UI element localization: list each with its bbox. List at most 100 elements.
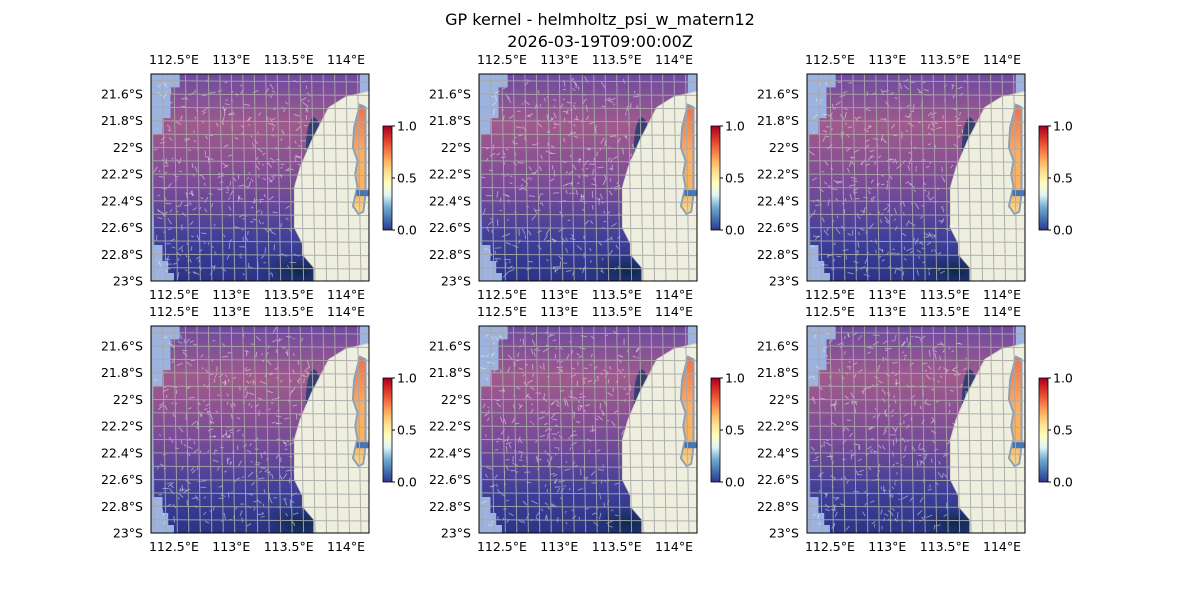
x-tick-label-top: 112.5°E — [149, 304, 199, 319]
colorbar: 0.0 0.5 1.0 — [382, 119, 417, 238]
colorbar-tick-label: 1.0 — [725, 371, 745, 386]
colorbar-bar — [382, 377, 393, 483]
colorbar-tick-label: 0.0 — [1053, 223, 1073, 238]
y-tick-label: 22.2°S — [429, 419, 471, 434]
colorbar-tick-label: 0.5 — [397, 171, 417, 186]
x-tick-label-bottom: 112.5°E — [477, 539, 527, 554]
x-tick-label-top: 112.5°E — [805, 304, 855, 319]
y-tick-label: 21.8°S — [101, 113, 143, 128]
y-tick-label: 21.8°S — [101, 365, 143, 380]
x-tick-label-bottom: 112.5°E — [477, 287, 527, 302]
y-tick-label: 22.2°S — [429, 167, 471, 182]
y-tick-label: 22°S — [441, 392, 471, 407]
x-tick-label-top: 113.5°E — [592, 304, 642, 319]
map-panel-bottom-left: 112.5°E 112.5°E 113°E 113°E 113.5°E 113.5°E 11… — [101, 304, 417, 554]
x-tick-label-bottom: 113°E — [868, 287, 906, 302]
gulf-cool-patch — [684, 190, 697, 197]
colorbar-tick-label: 0.0 — [725, 475, 745, 490]
y-tick-label: 22.8°S — [101, 247, 143, 262]
gridlines — [151, 326, 369, 533]
y-tick-label: 21.6°S — [429, 87, 471, 102]
x-tick-label-bottom: 114°E — [655, 539, 693, 554]
y-tick-label: 23°S — [769, 526, 799, 541]
gridlines — [807, 74, 1025, 281]
map-area — [151, 74, 369, 281]
y-tick-label: 22.8°S — [757, 247, 799, 262]
x-tick-label-bottom: 114°E — [655, 287, 693, 302]
map-area — [807, 326, 1025, 533]
y-tick-label: 22°S — [769, 140, 799, 155]
y-tick-label: 22.6°S — [757, 472, 799, 487]
y-tick-label: 21.8°S — [429, 365, 471, 380]
y-tick-label: 21.6°S — [757, 339, 799, 354]
y-tick-label: 22.2°S — [757, 167, 799, 182]
x-tick-label-top: 113°E — [540, 52, 578, 67]
y-tick-label: 22.6°S — [101, 472, 143, 487]
y-tick-label: 22.4°S — [429, 193, 471, 208]
map-panel-bottom-right: 112.5°E 112.5°E 113°E 113°E 113.5°E 113.5°E 11… — [757, 304, 1073, 554]
x-tick-label-bottom: 114°E — [327, 539, 365, 554]
colorbar-tick-label: 0.5 — [1053, 171, 1073, 186]
x-tick-label-top: 113.5°E — [592, 52, 642, 67]
colorbar-tick-label: 0.5 — [725, 171, 745, 186]
gulf-cool-patch — [1012, 190, 1025, 197]
y-tick-label: 22.8°S — [429, 499, 471, 514]
y-tick-label: 22°S — [441, 140, 471, 155]
y-tick-label: 23°S — [769, 274, 799, 289]
colorbar-tick-label: 0.5 — [397, 423, 417, 438]
x-tick-label-top: 114°E — [327, 304, 365, 319]
x-tick-label-bottom: 113.5°E — [592, 287, 642, 302]
y-tick-label: 21.6°S — [757, 87, 799, 102]
x-tick-label-bottom: 113°E — [868, 539, 906, 554]
x-tick-label-bottom: 113.5°E — [592, 539, 642, 554]
y-tick-label: 23°S — [441, 526, 471, 541]
map-panel-top-left: 112.5°E 112.5°E 113°E 113°E 113.5°E 113.5°E 11… — [101, 52, 417, 302]
y-tick-label: 22.2°S — [101, 419, 143, 434]
y-tick-label: 23°S — [441, 274, 471, 289]
colorbar: 0.0 0.5 1.0 — [710, 119, 745, 238]
y-tick-label: 22.8°S — [429, 247, 471, 262]
colorbar-tick-label: 1.0 — [397, 119, 417, 134]
y-tick-label: 22°S — [769, 392, 799, 407]
x-tick-label-bottom: 112.5°E — [805, 539, 855, 554]
colorbar: 0.0 0.5 1.0 — [710, 371, 745, 490]
colorbar-tick-label: 1.0 — [397, 371, 417, 386]
axes-frame — [806, 73, 1026, 282]
colorbar-tick-label: 1.0 — [1053, 371, 1073, 386]
x-tick-label-bottom: 113.5°E — [264, 539, 314, 554]
gridlines — [151, 74, 369, 281]
gulf-cool-patch — [684, 442, 697, 449]
y-tick-label: 22.6°S — [757, 220, 799, 235]
x-tick-label-bottom: 112.5°E — [805, 287, 855, 302]
y-tick-label: 23°S — [113, 274, 143, 289]
x-tick-label-top: 112.5°E — [805, 52, 855, 67]
x-tick-label-top: 113°E — [540, 304, 578, 319]
colorbar-tick-label: 0.0 — [1053, 475, 1073, 490]
x-tick-label-bottom: 113°E — [540, 539, 578, 554]
x-tick-label-top: 113°E — [868, 52, 906, 67]
x-tick-label-top: 114°E — [655, 52, 693, 67]
x-tick-label-top: 113.5°E — [920, 304, 970, 319]
x-tick-label-top: 113.5°E — [264, 304, 314, 319]
axes-frame — [478, 73, 698, 282]
y-tick-label: 22.2°S — [101, 167, 143, 182]
gulf-cool-patch — [1012, 442, 1025, 449]
figure-title: GP kernel - helmholtz_psi_w_matern12 — [445, 10, 755, 29]
colorbar: 0.0 0.5 1.0 — [1038, 119, 1073, 238]
y-tick-label: 23°S — [113, 526, 143, 541]
map-panel-top-right: 112.5°E 112.5°E 113°E 113°E 113.5°E 113.5°E 11… — [757, 52, 1073, 302]
x-tick-label-top: 112.5°E — [477, 52, 527, 67]
colorbar: 0.0 0.5 1.0 — [1038, 371, 1073, 490]
x-tick-label-bottom: 113°E — [212, 287, 250, 302]
x-tick-label-top: 113.5°E — [920, 52, 970, 67]
y-tick-label: 22°S — [113, 140, 143, 155]
gulf-cool-patch — [356, 190, 369, 197]
y-tick-label: 22.8°S — [757, 499, 799, 514]
x-tick-label-top: 112.5°E — [477, 304, 527, 319]
axes-frame — [806, 325, 1026, 534]
y-tick-label: 22.4°S — [101, 193, 143, 208]
colorbar-tick-label: 0.0 — [397, 475, 417, 490]
gridlines — [807, 326, 1025, 533]
colorbar: 0.0 0.5 1.0 — [382, 371, 417, 490]
